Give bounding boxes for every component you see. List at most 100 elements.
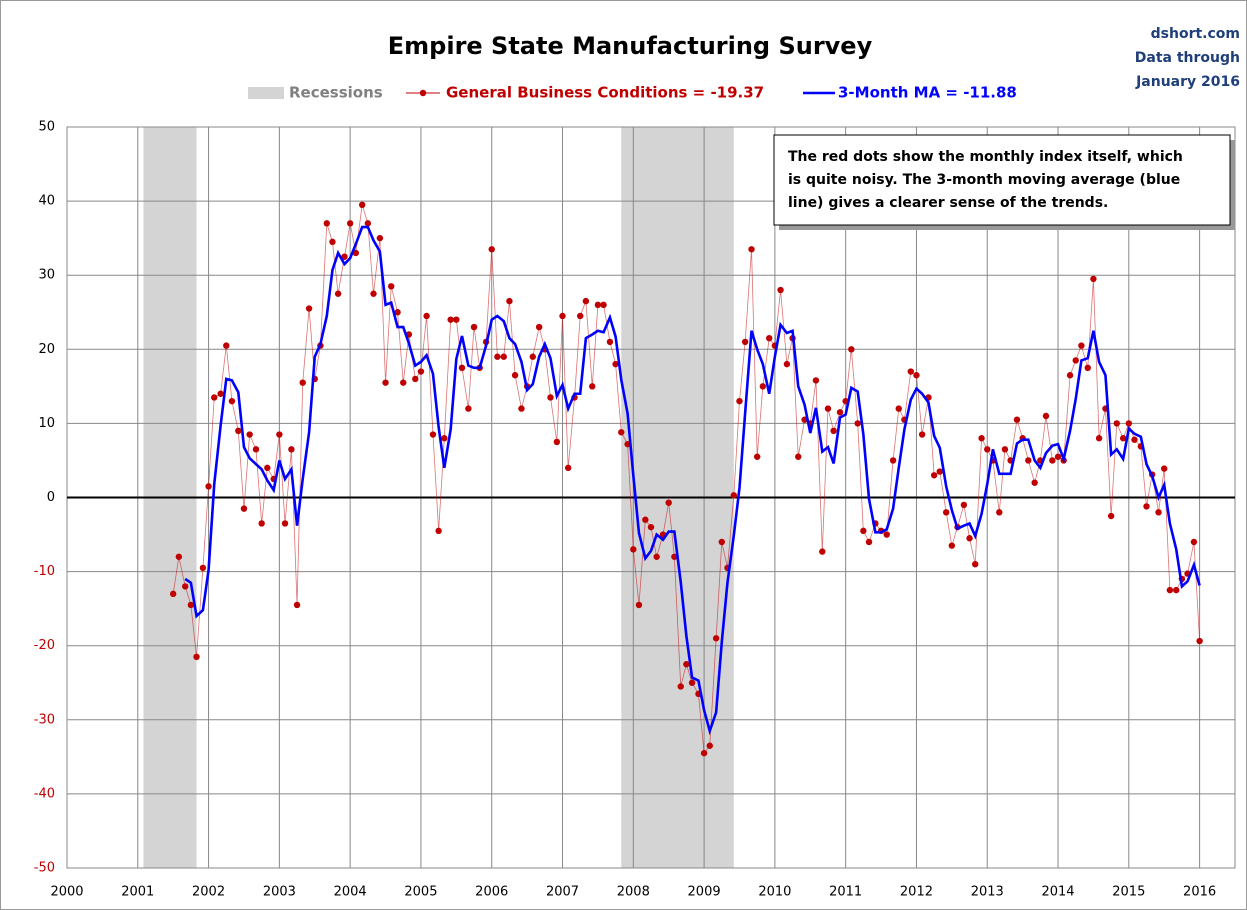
annotation-box (773, 134, 1231, 226)
x-tick-label: 2013 (971, 885, 1004, 900)
x-tick-label: 2002 (192, 885, 225, 900)
data-point (712, 635, 720, 642)
data-point (211, 394, 218, 401)
data-point (730, 492, 738, 499)
x-tick-label: 2008 (617, 885, 650, 900)
data-point (334, 290, 342, 297)
data-point (582, 297, 590, 305)
data-point (766, 334, 773, 342)
data-point (1001, 446, 1009, 453)
data-point (341, 253, 348, 260)
data-point (700, 749, 708, 757)
x-tick-label: 2005 (404, 885, 437, 900)
data-point (706, 742, 713, 749)
x-tick-label: 2014 (1041, 885, 1074, 900)
x-tick-label: 2004 (334, 885, 367, 900)
data-point (465, 405, 472, 412)
data-point (412, 375, 419, 383)
data-point (429, 431, 437, 438)
data-point (618, 429, 625, 436)
data-point (589, 383, 596, 390)
data-point (1066, 372, 1074, 379)
data-point (930, 472, 938, 479)
data-point (600, 301, 607, 309)
x-tick-label: 2007 (546, 885, 579, 900)
data-point (895, 405, 902, 412)
data-point (175, 553, 183, 560)
data-point (594, 301, 602, 309)
data-point (913, 372, 920, 379)
data-point (518, 405, 525, 412)
data-point (1190, 538, 1198, 546)
data-point (1173, 586, 1180, 594)
legend-label: Recessions (289, 84, 383, 102)
data-point (783, 360, 791, 368)
y-tick-label: 40 (38, 194, 55, 209)
data-point (305, 305, 313, 312)
data-point (741, 338, 749, 346)
data-point (1078, 342, 1085, 349)
data-point (671, 553, 678, 560)
x-tick-label: 2001 (121, 885, 154, 900)
y-tick-label: -20 (34, 638, 55, 653)
data-point (812, 377, 820, 384)
data-point (458, 364, 466, 372)
data-point (258, 520, 265, 527)
data-point (1095, 435, 1103, 442)
y-tick-label: -40 (34, 786, 55, 801)
y-tick-label: 30 (38, 268, 55, 283)
data-point (506, 297, 513, 305)
data-point (736, 397, 743, 405)
data-point (1054, 453, 1062, 460)
data-point (653, 553, 660, 560)
data-point (759, 383, 767, 390)
data-point (642, 516, 649, 523)
data-point (382, 379, 389, 386)
data-point (199, 564, 207, 572)
data-point (488, 246, 495, 253)
data-point (1143, 503, 1150, 510)
legend-label: 3-Month MA = -11.88 (838, 84, 1017, 102)
data-point (323, 220, 330, 227)
data-point (942, 509, 950, 516)
data-point (836, 409, 844, 416)
data-point (535, 323, 543, 331)
ma-line (184, 225, 1201, 736)
data-point (1072, 357, 1079, 364)
data-point (553, 438, 561, 446)
annotation-text: The red dots show the monthly index itse… (788, 149, 1183, 165)
data-point (996, 509, 1003, 516)
data-point (441, 435, 448, 442)
data-point (228, 397, 236, 405)
x-tick-label: 2011 (829, 885, 862, 900)
data-point (918, 431, 926, 438)
data-point (966, 535, 973, 542)
x-tick-label: 2009 (688, 885, 721, 900)
legend-swatch (248, 87, 284, 99)
data-point (564, 464, 572, 472)
data-point (1031, 479, 1038, 486)
data-point (329, 238, 336, 246)
data-point (647, 523, 655, 531)
data-point (677, 683, 684, 690)
data-point (1125, 420, 1133, 427)
x-tick-label: 2010 (758, 885, 791, 900)
data-point (630, 546, 637, 553)
x-tick-label: 2016 (1183, 885, 1216, 900)
data-point (447, 316, 454, 323)
data-point (777, 286, 784, 294)
data-point (281, 520, 289, 527)
data-point (500, 353, 507, 360)
data-point (394, 309, 401, 316)
data-point (936, 468, 944, 475)
data-point (494, 353, 501, 360)
data-point (529, 353, 536, 360)
x-tick-label: 2003 (263, 885, 296, 900)
data-point (1049, 457, 1056, 464)
y-tick-label: -10 (34, 564, 55, 579)
data-point (364, 220, 372, 227)
data-point (453, 316, 460, 323)
data-point (1013, 416, 1021, 423)
legend-swatch (419, 89, 427, 97)
